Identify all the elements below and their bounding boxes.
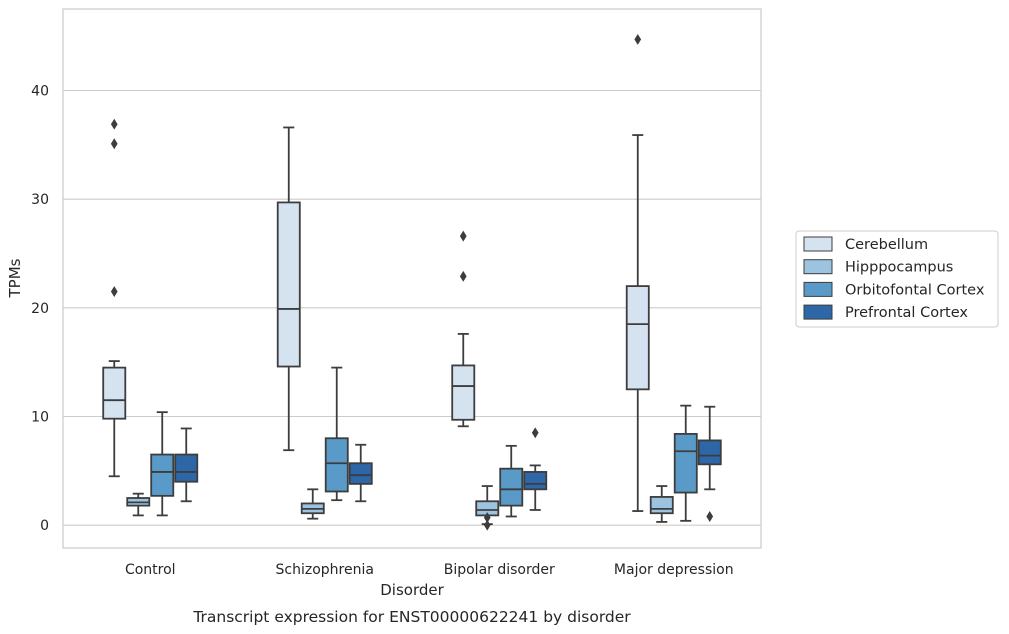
legend: Cerebellum Hipppocampus Orbitofontal Corte… (795, 230, 999, 328)
box-body (276, 201, 301, 368)
outlier-point (483, 519, 491, 531)
box-body (174, 453, 199, 483)
box-body (499, 467, 524, 507)
box (174, 427, 199, 503)
y-tick-label: 10 (31, 410, 49, 426)
legend-swatch (803, 259, 833, 275)
box-body (523, 471, 548, 491)
outlier-point (110, 286, 118, 298)
legend-swatch (803, 281, 833, 297)
legend-label: Cerebellum (845, 237, 928, 253)
outlier-point (706, 511, 714, 522)
y-tick-label: 40 (31, 84, 49, 100)
outlier-point (110, 138, 118, 150)
box (697, 405, 722, 522)
legend-swatch (803, 236, 833, 252)
box (625, 33, 650, 512)
chart-caption: Transcript expression for ENST0000062224… (192, 608, 631, 626)
plot-area-frame (62, 8, 762, 549)
box (673, 404, 698, 522)
y-axis-ticks: 0 10 20 30 40 (31, 84, 49, 535)
legend-frame (795, 230, 999, 328)
box-body (451, 364, 476, 421)
box (150, 411, 175, 517)
outlier-point (531, 427, 539, 439)
box (126, 492, 151, 517)
box (499, 444, 524, 518)
outlier-point (634, 33, 642, 45)
y-tick-label: 0 (40, 518, 49, 534)
box (451, 230, 476, 428)
box (475, 485, 500, 531)
x-axis-ticks: Control Schizophrenia Bipolar disorder Majo… (125, 562, 734, 578)
box-body (625, 285, 650, 391)
box (102, 118, 127, 478)
legend-label: Orbitofontal Cortex (845, 282, 985, 298)
box (649, 485, 674, 523)
y-tick-label: 30 (31, 192, 49, 208)
outlier-point (459, 270, 467, 282)
x-tick-label: Bipolar disorder (444, 562, 555, 578)
x-tick-label: Major depression (614, 562, 734, 578)
legend-swatch (803, 304, 833, 320)
box-groups (102, 33, 722, 531)
box-body (150, 453, 175, 497)
box-body (324, 437, 349, 493)
legend-label: Prefrontal Cortex (845, 305, 968, 321)
legend-label: Hipppocampus (845, 260, 953, 276)
box (523, 427, 548, 511)
box (348, 443, 373, 503)
x-tick-label: Control (125, 562, 176, 578)
box (300, 488, 325, 520)
outlier-point (110, 118, 118, 130)
x-axis-label: Disorder (380, 581, 444, 599)
y-tick-label: 20 (31, 301, 49, 317)
box-body (102, 366, 127, 420)
box-body (649, 496, 674, 515)
outlier-point (483, 512, 491, 524)
box-body (697, 439, 722, 466)
box-body (348, 462, 373, 485)
box (276, 126, 301, 452)
box (324, 366, 349, 502)
box-body (673, 432, 698, 494)
x-tick-label: Schizophrenia (276, 562, 374, 578)
outlier-point (459, 230, 467, 242)
y-axis-label: TPMs (6, 258, 24, 298)
